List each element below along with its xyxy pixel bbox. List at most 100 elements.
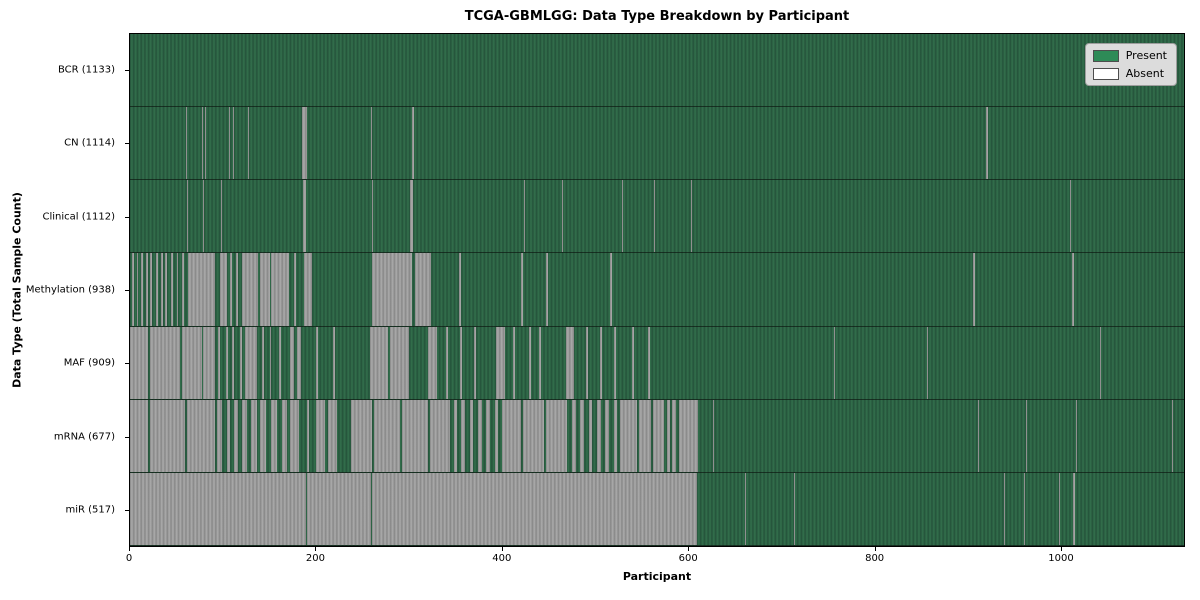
- absent-segment: [672, 399, 677, 472]
- absent-segment: [297, 326, 302, 399]
- absent-segment: [652, 399, 664, 472]
- x-tick-mark: [129, 547, 130, 551]
- absent-segment: [271, 253, 290, 326]
- absent-segment: [545, 253, 548, 326]
- absent-segment: [230, 253, 233, 326]
- x-tick-label: 400: [492, 553, 512, 564]
- absent-segment: [203, 326, 215, 399]
- absent-segment: [328, 399, 337, 472]
- absent-segment: [599, 326, 602, 399]
- absent-segment: [250, 399, 257, 472]
- absent-segment: [186, 180, 188, 253]
- x-tick-label: 0: [125, 553, 133, 564]
- x-tick-mark: [1061, 547, 1063, 551]
- y-tick-mark: [125, 436, 129, 438]
- y-tick-label: Clinical (1112): [42, 211, 116, 223]
- absent-segment: [182, 253, 184, 326]
- absent-segment: [486, 399, 490, 472]
- absent-segment: [834, 326, 836, 399]
- absent-segment: [236, 253, 238, 326]
- absent-segment: [524, 180, 526, 253]
- absent-segment: [260, 399, 266, 472]
- absent-segment: [232, 326, 235, 399]
- absent-segment: [234, 399, 238, 472]
- absent-segment: [495, 326, 505, 399]
- absent-segment: [260, 253, 270, 326]
- absent-segment: [170, 253, 173, 326]
- x-tick-mark: [874, 547, 876, 551]
- absent-segment: [1004, 472, 1006, 545]
- absent-segment: [130, 472, 306, 545]
- absent-segment: [985, 107, 988, 180]
- absent-segment: [187, 253, 215, 326]
- heatmap-row-clinical: [130, 180, 1184, 254]
- absent-segment: [271, 399, 277, 472]
- y-tick-mark: [125, 216, 129, 218]
- absent-segment: [141, 253, 144, 326]
- absent-segment: [427, 326, 437, 399]
- absent-segment: [370, 326, 388, 399]
- x-axis-title: Participant: [622, 570, 692, 583]
- absent-segment: [293, 253, 296, 326]
- absent-segment: [539, 326, 542, 399]
- y-tick-label: CN (1114): [64, 137, 115, 149]
- y-tick-label: Methylation (938): [25, 284, 115, 296]
- absent-segment: [1076, 399, 1077, 472]
- absent-segment: [596, 399, 601, 472]
- absent-segment: [588, 399, 593, 472]
- x-tick-label: 800: [865, 553, 885, 564]
- y-axis-labels: BCR (1133) CN (1114) Clinical (1112) Methyl…: [0, 33, 125, 547]
- absent-segment: [176, 253, 179, 326]
- absent-segment: [332, 326, 335, 399]
- absent-segment: [446, 326, 449, 399]
- absent-segment: [316, 399, 326, 472]
- absent-segment: [371, 180, 373, 253]
- absent-segment: [373, 399, 400, 472]
- absent-segment: [201, 107, 203, 180]
- absent-segment: [248, 107, 250, 180]
- absent-segment: [290, 399, 300, 472]
- absent-segment: [130, 326, 148, 399]
- absent-segment: [278, 326, 281, 399]
- absent-segment: [1069, 180, 1072, 253]
- absent-segment: [1073, 472, 1076, 545]
- absent-segment: [216, 399, 223, 472]
- absent-segment: [632, 326, 635, 399]
- absent-segment: [666, 399, 670, 472]
- legend-item-present: Present: [1092, 49, 1167, 62]
- absent-segment: [245, 326, 258, 399]
- absent-segment: [494, 399, 499, 472]
- y-tick-mark: [125, 69, 129, 71]
- absent-segment: [269, 326, 272, 399]
- absent-segment: [186, 399, 215, 472]
- absent-segment: [972, 253, 975, 326]
- absent-segment: [610, 253, 612, 326]
- absent-segment: [306, 399, 309, 472]
- absent-segment: [131, 253, 134, 326]
- absent-segment: [620, 399, 637, 472]
- absent-segment: [351, 399, 372, 472]
- absent-segment: [401, 399, 428, 472]
- absent-segment: [303, 180, 306, 253]
- absent-segment: [513, 326, 516, 399]
- x-tick-label: 1000: [1048, 553, 1074, 564]
- absent-segment: [241, 399, 248, 472]
- absent-segment: [306, 472, 371, 545]
- absent-segment: [461, 399, 465, 472]
- heatmap-row-mir: [130, 472, 1184, 546]
- absent-segment: [149, 399, 185, 472]
- legend-label-absent: Absent: [1125, 67, 1165, 80]
- y-tick-mark: [125, 143, 129, 145]
- absent-segment: [218, 326, 221, 399]
- absent-segment: [136, 253, 139, 326]
- absent-segment: [182, 326, 202, 399]
- absent-segment: [566, 326, 574, 399]
- plot-area: Present Absent: [129, 33, 1185, 547]
- absent-segment: [389, 326, 410, 399]
- absent-segment: [410, 180, 413, 253]
- chart-title: TCGA-GBMLGG: Data Type Breakdown by Part…: [464, 9, 850, 24]
- absent-segment: [149, 326, 181, 399]
- absent-segment: [690, 180, 692, 253]
- y-tick-label: BCR (1133): [57, 64, 115, 76]
